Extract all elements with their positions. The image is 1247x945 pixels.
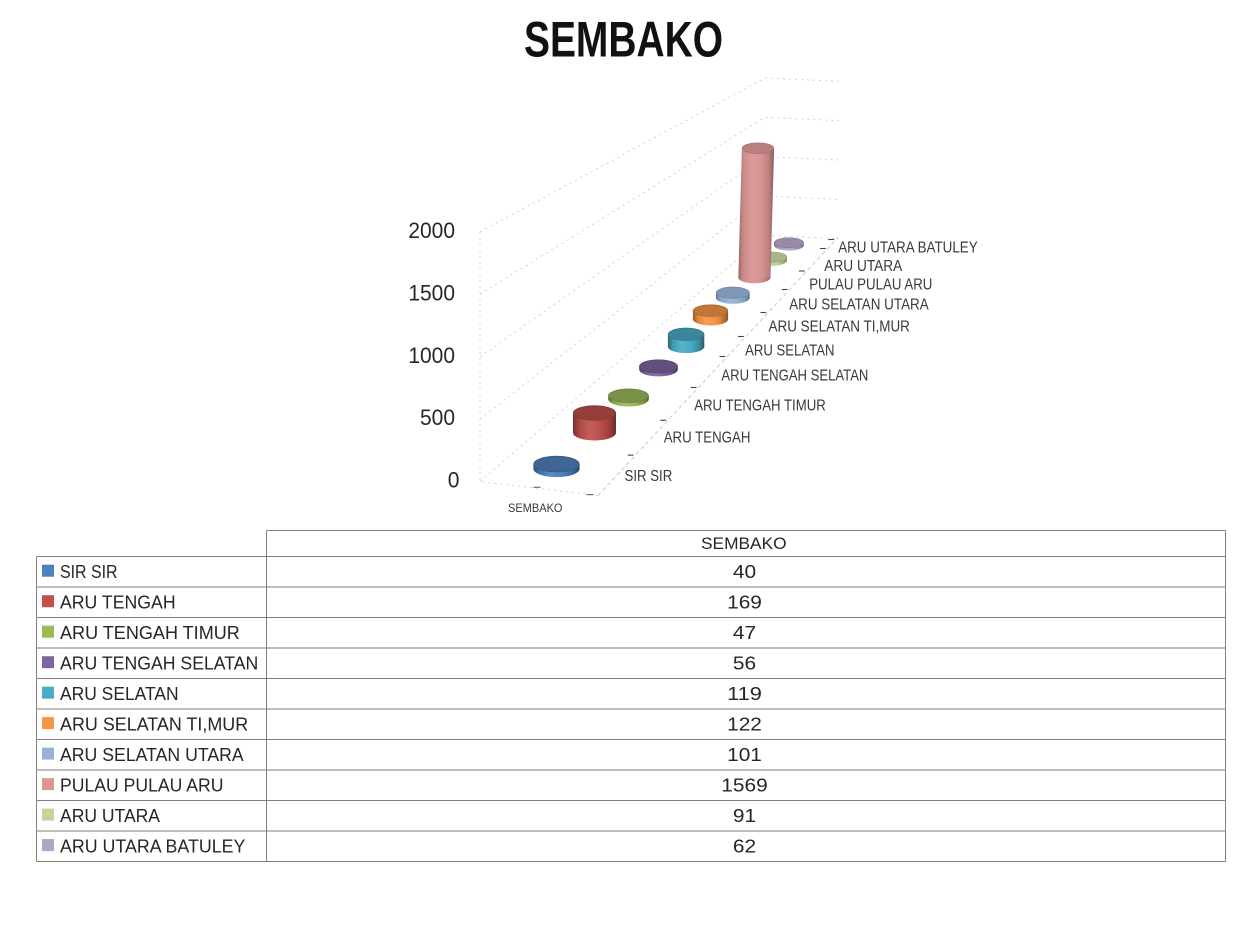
svg-text:ARU SELATAN UTARA: ARU SELATAN UTARA	[60, 744, 244, 765]
svg-text:122: 122	[727, 714, 762, 735]
svg-text:ARU TENGAH: ARU TENGAH	[664, 430, 751, 447]
svg-text:SIR SIR: SIR SIR	[625, 468, 673, 485]
svg-text:SEMBAKO: SEMBAKO	[524, 12, 723, 68]
svg-text:ARU SELATAN: ARU SELATAN	[60, 683, 179, 704]
svg-text:SEMBAKO: SEMBAKO	[508, 503, 563, 515]
svg-text:ARU SELATAN: ARU SELATAN	[745, 342, 834, 359]
svg-text:ARU TENGAH TIMUR: ARU TENGAH TIMUR	[60, 622, 240, 643]
svg-text:PULAU PULAU ARU: PULAU PULAU ARU	[60, 775, 224, 796]
svg-text:62: 62	[733, 836, 756, 857]
svg-text:ARU SELATAN TI,MUR: ARU SELATAN TI,MUR	[769, 318, 910, 335]
svg-text:ARU UTARA: ARU UTARA	[60, 805, 161, 826]
svg-text:1000: 1000	[408, 343, 455, 368]
svg-text:47: 47	[733, 622, 756, 643]
svg-text:PULAU PULAU ARU: PULAU PULAU ARU	[809, 277, 932, 294]
svg-text:SEMBAKO: SEMBAKO	[701, 534, 787, 553]
svg-text:91: 91	[733, 805, 756, 826]
svg-text:500: 500	[420, 405, 455, 430]
svg-text:169: 169	[727, 592, 762, 613]
svg-text:1500: 1500	[408, 281, 455, 306]
svg-text:ARU TENGAH SELATAN: ARU TENGAH SELATAN	[60, 653, 258, 674]
svg-text:0: 0	[448, 468, 460, 493]
svg-text:40: 40	[733, 561, 756, 582]
svg-text:ARU SELATAN TI,MUR: ARU SELATAN TI,MUR	[60, 714, 248, 735]
svg-text:ARU UTARA BATULEY: ARU UTARA BATULEY	[60, 836, 245, 857]
svg-text:SIR SIR: SIR SIR	[60, 561, 118, 582]
svg-text:ARU TENGAH TIMUR: ARU TENGAH TIMUR	[694, 398, 826, 415]
svg-text:1569: 1569	[721, 775, 767, 796]
svg-text:ARU TENGAH SELATAN: ARU TENGAH SELATAN	[721, 367, 868, 384]
svg-text:ARU SELATAN UTARA: ARU SELATAN UTARA	[789, 297, 929, 314]
svg-text:56: 56	[733, 653, 756, 674]
svg-text:119: 119	[727, 683, 762, 704]
svg-text:101: 101	[727, 744, 762, 765]
svg-text:2000: 2000	[408, 218, 455, 243]
svg-text:ARU UTARA: ARU UTARA	[824, 258, 902, 275]
svg-text:ARU UTARA BATULEY: ARU UTARA BATULEY	[838, 240, 978, 257]
svg-text:ARU TENGAH: ARU TENGAH	[60, 592, 176, 613]
